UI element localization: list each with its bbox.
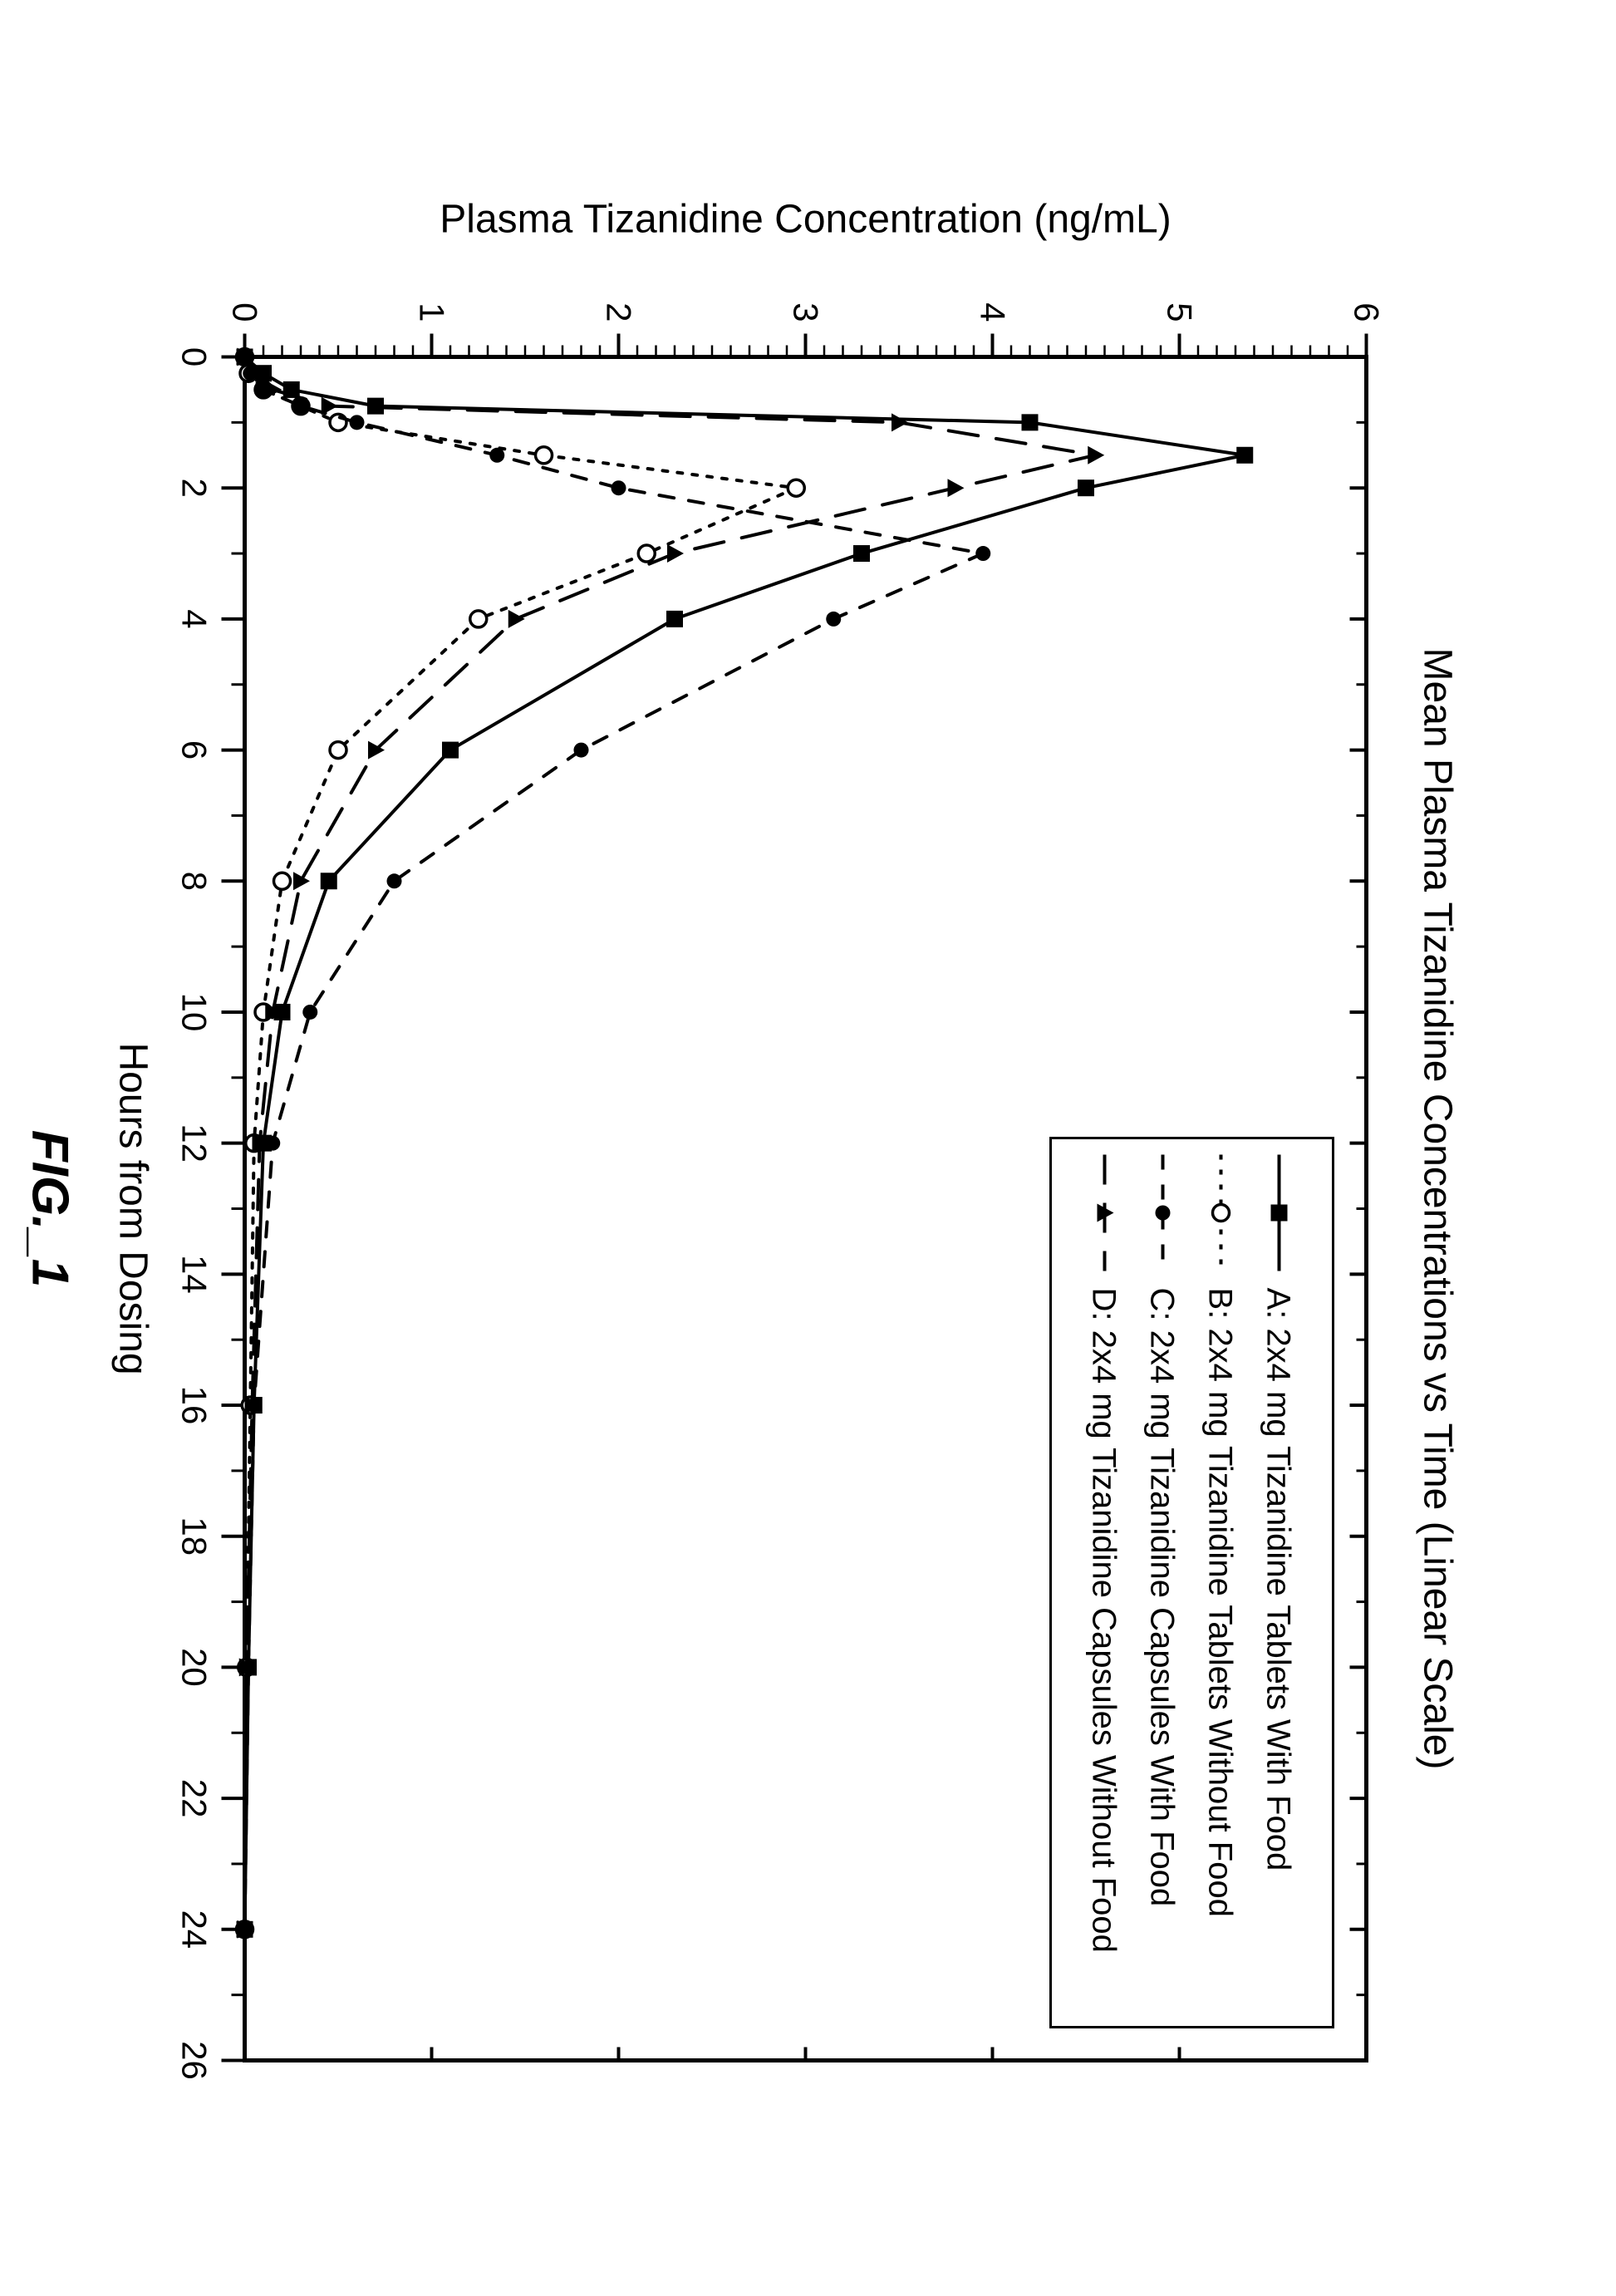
x-tick-label: 16 [175,1386,214,1425]
x-axis-label: Hours from Dosing [111,1042,155,1374]
chart-svg: Mean Plasma Tizanidine Concentrations vs… [0,0,1616,2296]
x-tick-label: 8 [175,872,214,891]
y-tick-label: 3 [787,302,826,322]
y-tick-label: 2 [600,302,639,322]
x-tick-label: 2 [175,479,214,498]
legend-label-A: A: 2x4 mg Tizanidine Tablets With Food [1260,1288,1297,1871]
x-tick-label: 24 [175,1910,214,1949]
y-tick-label: 6 [1348,302,1387,322]
y-tick-label: 5 [1161,302,1200,322]
x-tick-label: 10 [175,993,214,1032]
x-tick-label: 14 [175,1255,214,1294]
x-tick-label: 20 [175,1648,214,1687]
legend-label-C: C: 2x4 mg Tizanidine Capsules With Food [1144,1288,1181,1907]
x-tick-label: 18 [175,1517,214,1556]
figure-label: FIG._1 [22,1130,79,1288]
y-tick-label: 1 [413,302,452,322]
x-tick-label: 0 [175,347,214,366]
chart-rotated-container: Mean Plasma Tizanidine Concentrations vs… [0,0,1616,2296]
y-axis-label: Plasma Tizanidine Concentration (ng/mL) [440,198,1171,242]
y-tick-label: 0 [226,302,265,322]
x-tick-label: 4 [175,609,214,628]
x-tick-label: 22 [175,1779,214,1818]
y-tick-label: 4 [974,302,1013,322]
legend-label-D: D: 2x4 mg Tizanidine Capsules Without Fo… [1086,1288,1122,1953]
x-tick-label: 12 [175,1123,214,1163]
page: Mean Plasma Tizanidine Concentrations vs… [0,0,1616,2296]
legend: A: 2x4 mg Tizanidine Tablets With Food B:… [1051,1138,1334,2028]
x-tick-label: 6 [175,740,214,760]
chart-title: Mean Plasma Tizanidine Concentrations vs… [1416,648,1460,1770]
legend-label-B: B: 2x4 mg Tizanidine Tablets Without Foo… [1202,1288,1239,1917]
x-tick-label: 26 [175,2041,214,2080]
